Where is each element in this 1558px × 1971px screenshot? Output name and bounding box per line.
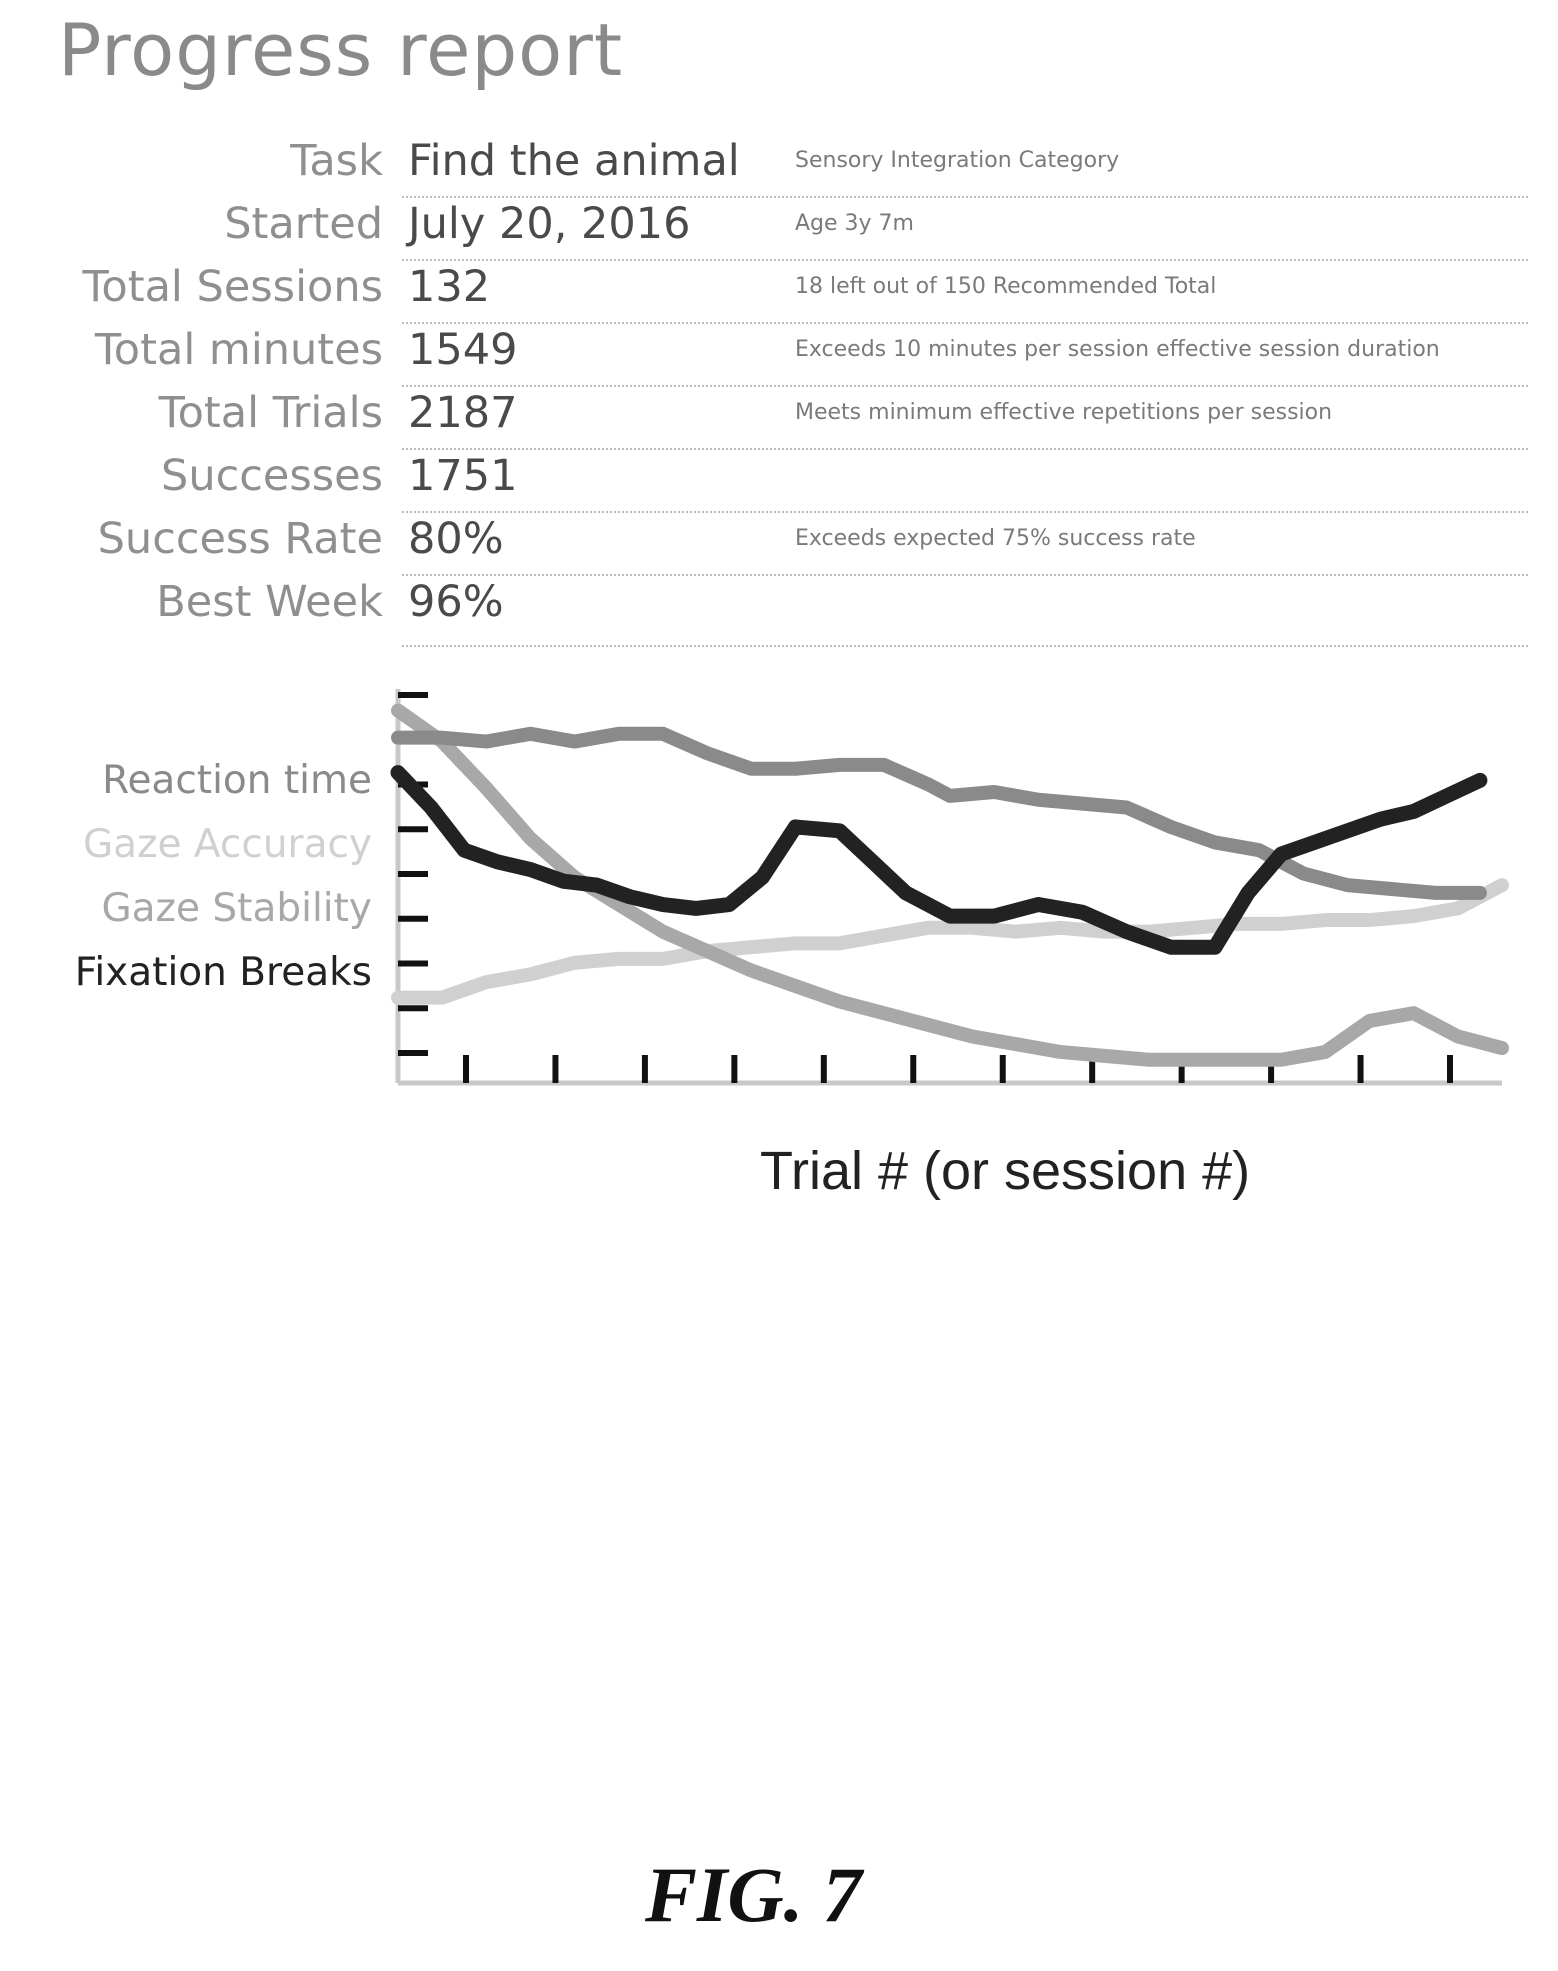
report-row-total-sessions: Total Sessions 132 18 left out of 150 Re… [0,262,1558,324]
row-divider [402,259,1528,261]
row-note: Meets minimum effective repetitions per … [795,400,1333,425]
legend-gaze-stability: Gaze Stability [101,886,372,931]
row-label: Success Rate [97,514,383,564]
row-value: July 20, 2016 [408,199,691,249]
row-divider [402,574,1528,576]
row-divider [402,448,1528,450]
figure-label: FIG. 7 [645,1851,862,1938]
page-title: Progress report [58,8,624,92]
row-value: 96% [408,577,504,627]
row-value: 80% [408,514,504,564]
row-value: Find the animal [408,136,740,186]
row-divider [402,645,1528,647]
row-label: Best Week [156,577,383,627]
x-axis-label: Trial # (or session #) [760,1141,1251,1201]
row-label: Started [224,199,383,249]
report-row-total-trials: Total Trials 2187 Meets minimum effectiv… [0,388,1558,450]
report-row-total-minutes: Total minutes 1549 Exceeds 10 minutes pe… [0,325,1558,387]
report-row-successes: Successes 1751 [0,451,1558,513]
series-line-fixation-breaks [390,765,1488,955]
series-line-gaze-accuracy [391,878,1509,1005]
row-label: Total Trials [158,388,383,438]
row-divider [402,511,1528,513]
legend-gaze-accuracy: Gaze Accuracy [82,822,372,867]
series-line-reaction-time [391,726,1487,900]
row-value: 1549 [408,325,518,375]
row-value: 2187 [408,388,518,438]
row-value: 132 [408,262,491,312]
row-label: Successes [161,451,383,501]
row-divider [402,322,1528,324]
row-divider [402,385,1528,387]
row-value: 1751 [408,451,518,501]
row-note: Exceeds expected 75% success rate [795,526,1196,551]
row-label: Total minutes [94,325,383,375]
report-row-best-week: Best Week 96% [0,577,1558,647]
row-label: Total Sessions [82,262,383,312]
row-note: Age 3y 7m [795,211,914,236]
row-label: Task [290,136,383,186]
row-note: Sensory Integration Category [795,148,1120,173]
report-row-started: Started July 20, 2016 Age 3y 7m [0,199,1558,261]
row-note: 18 left out of 150 Recommended Total [795,274,1217,299]
report-row-success-rate: Success Rate 80% Exceeds expected 75% su… [0,514,1558,576]
legend-fixation-breaks: Fixation Breaks [74,950,372,995]
report-row-task: Task Find the animal Sensory Integration… [0,136,1558,198]
legend-reaction-time: Reaction time [102,758,372,803]
row-divider [402,196,1528,198]
row-note: Exceeds 10 minutes per session effective… [795,337,1440,362]
